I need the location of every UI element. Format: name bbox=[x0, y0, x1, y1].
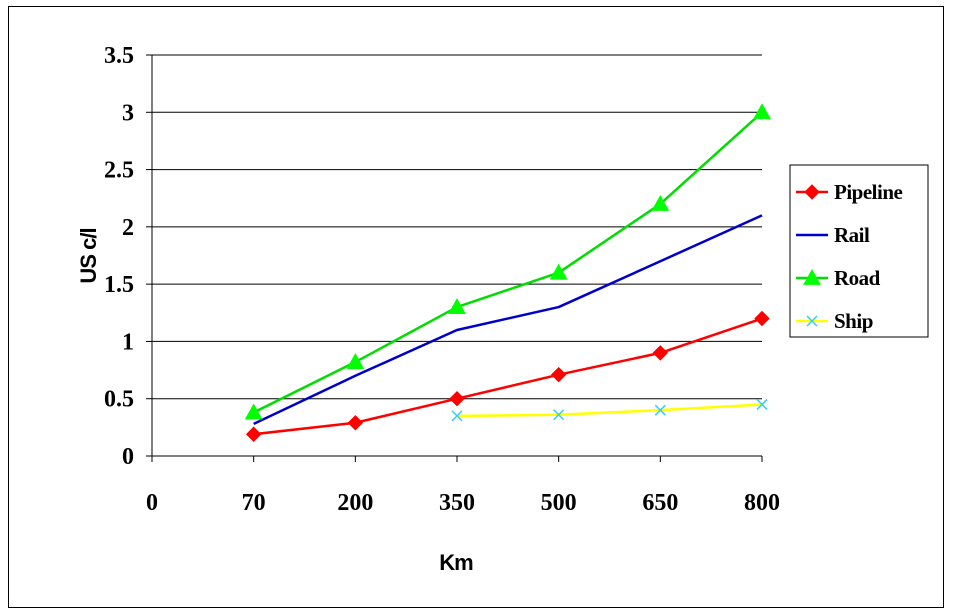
data-point-road bbox=[651, 194, 670, 211]
data-point-road bbox=[346, 353, 365, 369]
y-tick-label: 3 bbox=[122, 100, 134, 126]
data-point-road bbox=[244, 403, 263, 420]
x-tick-label: 0 bbox=[146, 490, 158, 516]
legend-marker-ship bbox=[806, 315, 818, 327]
gridlines bbox=[152, 54, 762, 400]
data-point-road bbox=[753, 103, 771, 120]
data-point-pipeline bbox=[449, 391, 465, 407]
data-point-pipeline bbox=[347, 415, 364, 431]
y-axis-label: US c/l bbox=[76, 228, 101, 283]
x-tick-label: 650 bbox=[642, 490, 678, 516]
legend-item-rail: Rail bbox=[796, 223, 871, 247]
legend-marker-pipeline bbox=[804, 184, 820, 200]
data-point-pipeline bbox=[652, 345, 669, 361]
legend-item-road: Road bbox=[796, 266, 881, 290]
series-rail bbox=[253, 214, 763, 426]
x-tick-label: 70 bbox=[242, 490, 266, 516]
y-tick-label: 3.5 bbox=[104, 43, 134, 69]
legend-item-ship: Ship bbox=[796, 309, 873, 333]
data-point-road bbox=[549, 263, 568, 280]
axes bbox=[146, 54, 763, 462]
series-line-pipeline bbox=[253, 317, 763, 436]
legend-label-rail: Rail bbox=[834, 223, 870, 247]
data-point-pipeline bbox=[245, 426, 262, 442]
y-tick-label: 2 bbox=[122, 215, 134, 241]
y-tick-label: 1.5 bbox=[104, 272, 134, 298]
legend: Pipeline Rail Road Ship bbox=[789, 164, 929, 338]
series-road bbox=[244, 103, 771, 420]
x-axis-label: Km bbox=[439, 550, 473, 575]
series-line-road bbox=[253, 111, 763, 414]
data-point-pipeline bbox=[550, 366, 567, 383]
data-point-road bbox=[448, 298, 466, 314]
x-tick-label: 350 bbox=[439, 490, 475, 516]
series-lines bbox=[244, 103, 771, 442]
series-ship bbox=[451, 398, 768, 422]
x-tick-label: 800 bbox=[744, 490, 780, 516]
y-tick-label: 0 bbox=[122, 444, 134, 470]
y-tick-labels: 0 0.5 1 1.5 2 2.5 3 3.5 bbox=[104, 43, 134, 470]
legend-label-pipeline: Pipeline bbox=[834, 180, 903, 204]
x-tick-label: 500 bbox=[541, 490, 577, 516]
data-point-ship bbox=[654, 404, 666, 416]
series-pipeline bbox=[245, 310, 770, 442]
legend-item-pipeline: Pipeline bbox=[796, 180, 903, 204]
series-line-ship bbox=[456, 403, 763, 418]
legend-marker-road bbox=[803, 268, 821, 285]
x-tick-labels: 0 70 200 350 500 650 800 bbox=[146, 490, 780, 516]
x-tick-label: 200 bbox=[337, 490, 373, 516]
chart-frame bbox=[8, 6, 944, 608]
data-point-ship bbox=[451, 410, 463, 422]
y-tick-label: 0.5 bbox=[104, 387, 134, 413]
data-point-pipeline bbox=[754, 310, 770, 327]
legend-label-ship: Ship bbox=[834, 309, 873, 333]
data-point-ship bbox=[553, 409, 565, 421]
series-line-rail bbox=[253, 214, 763, 426]
y-tick-label: 2.5 bbox=[104, 158, 134, 184]
legend-label-road: Road bbox=[834, 266, 881, 290]
y-tick-label: 1 bbox=[122, 329, 134, 355]
data-point-ship bbox=[756, 398, 768, 410]
